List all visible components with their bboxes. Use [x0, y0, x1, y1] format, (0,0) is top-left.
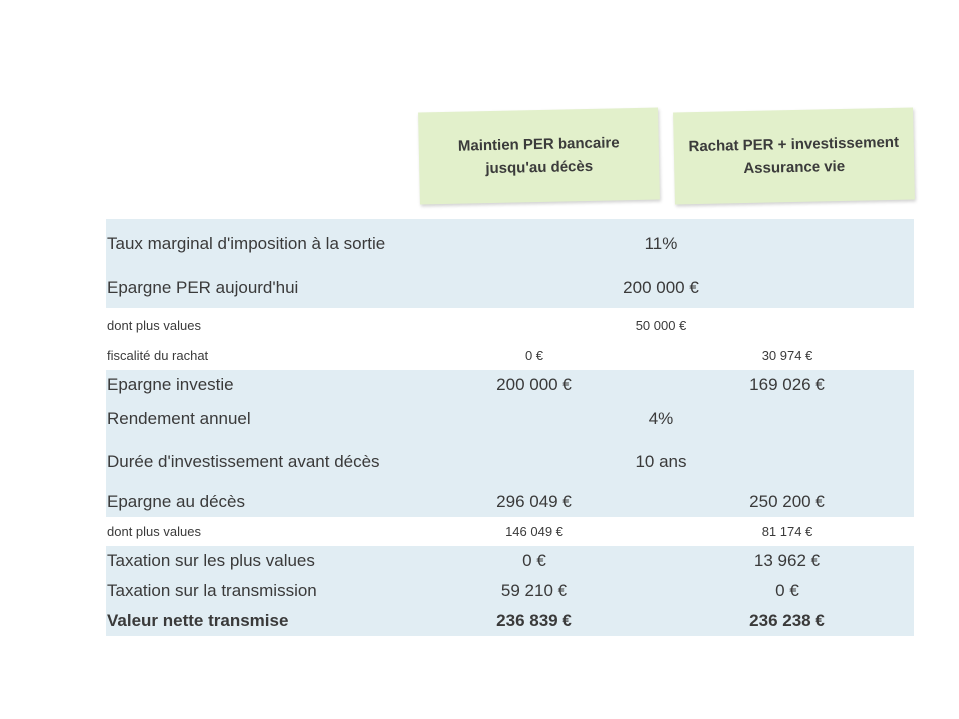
table-row-rendement-annuel: Rendement annuel 4%: [106, 400, 914, 437]
row-value-col2: 236 238 €: [749, 611, 825, 630]
column-header-maintien-per: Maintien PER bancaire jusqu'au décès: [418, 107, 660, 205]
row-label: Epargne au décès: [107, 492, 245, 511]
row-label: fiscalité du rachat: [107, 348, 209, 363]
table-row-epargne-per: Epargne PER aujourd'hui 200 000 €: [106, 268, 914, 308]
row-value-col1: 59 210 €: [500, 581, 568, 600]
row-value-merged: 200 000 €: [623, 278, 699, 297]
row-value-col1: 0 €: [524, 348, 544, 363]
row-value-merged: 50 000 €: [635, 317, 687, 333]
table-row-dont-plus-values-1: dont plus values 50 000 €: [106, 310, 914, 340]
row-value-col1: 0 €: [522, 551, 546, 570]
table-row-fiscalite-rachat: fiscalité du rachat 0 € 30 974 €: [106, 341, 914, 370]
row-value-col2: 0 €: [775, 581, 799, 600]
row-value-col2: 169 026 €: [749, 375, 825, 394]
row-label: dont plus values: [107, 524, 201, 539]
row-value-col2: 30 974 €: [761, 348, 813, 363]
row-value-col1: 200 000 €: [496, 375, 572, 394]
row-value-merged: 10 ans: [635, 452, 687, 471]
row-label: Durée d'investissement avant décès: [107, 452, 380, 471]
row-value-merged: 11%: [644, 233, 678, 253]
row-value-col1: 146 049 €: [505, 524, 563, 539]
table-row-taxation-transmission: Taxation sur la transmission 59 210 € 0 …: [106, 576, 914, 606]
row-label: Taxation sur la transmission: [107, 581, 317, 600]
row-label: dont plus values: [107, 317, 201, 333]
table-row-taux-marginal: Taux marginal d'imposition à la sortie 1…: [106, 219, 914, 268]
row-label: Valeur nette transmise: [107, 611, 289, 630]
column-header-maintien-per-label: Maintien PER bancaire jusqu'au décès: [457, 134, 620, 178]
row-value-col1: 236 839 €: [496, 611, 572, 630]
row-value-merged: 4%: [648, 408, 674, 428]
row-label: Taux marginal d'imposition à la sortie: [107, 233, 386, 253]
row-value-col2: 81 174 €: [761, 524, 813, 539]
table-row-duree-investissement: Durée d'investissement avant décès 10 an…: [106, 437, 914, 487]
row-label: Epargne investie: [107, 375, 234, 394]
table-row-epargne-investie: Epargne investie 200 000 € 169 026 €: [106, 370, 914, 400]
table-row-taxation-plus-values: Taxation sur les plus values 0 € 13 962 …: [106, 546, 914, 576]
row-label: Taxation sur les plus values: [107, 551, 315, 570]
table-row-valeur-nette: Valeur nette transmise 236 839 € 236 238…: [106, 606, 914, 636]
row-label: Epargne PER aujourd'hui: [107, 278, 299, 297]
row-value-col1: 296 049 €: [496, 492, 572, 511]
table-row-dont-plus-values-2: dont plus values 146 049 € 81 174 €: [106, 517, 914, 546]
column-header-rachat-per-label: Rachat PER + investissement Assurance vi…: [688, 133, 900, 178]
row-value-col2: 13 962 €: [753, 551, 821, 570]
row-label: Rendement annuel: [107, 408, 251, 428]
table-row-epargne-deces: Epargne au décès 296 049 € 250 200 €: [106, 487, 914, 517]
column-header-rachat-per: Rachat PER + investissement Assurance vi…: [673, 107, 915, 205]
row-value-col2: 250 200 €: [749, 492, 825, 511]
